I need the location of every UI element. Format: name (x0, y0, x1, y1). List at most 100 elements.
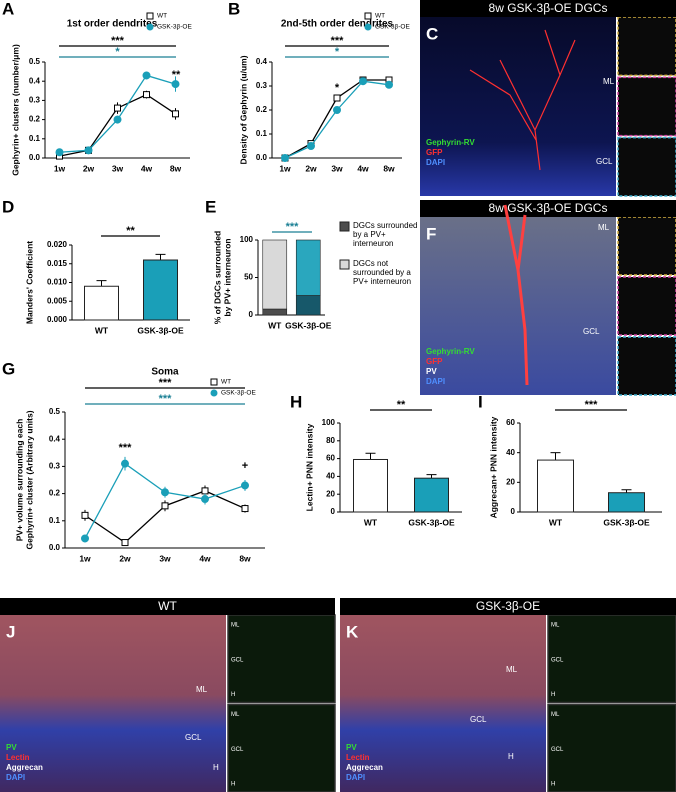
y-tick-label: 80 (326, 436, 335, 445)
image-inset (617, 336, 676, 396)
point (81, 534, 89, 543)
y-tick-label: 0.010 (47, 278, 68, 287)
point (241, 481, 249, 490)
region-label: ML (196, 685, 208, 694)
bar-segment (262, 308, 288, 316)
image-main (0, 615, 226, 792)
significance-label: *** (159, 393, 173, 405)
legend-marker (146, 23, 154, 31)
image-main (420, 17, 616, 196)
inset-region-label: ML (231, 712, 240, 718)
channel-label: Gephyrin-RV (426, 138, 475, 147)
x-tick-label: GSK-3β-OE (285, 320, 332, 330)
point (143, 91, 150, 99)
legend-label: GSK-3β-OE (375, 24, 410, 31)
legend-box: DGCs not surrounded by a PV+ interneuron (353, 259, 412, 286)
legend-swatch (339, 221, 350, 232)
channel-label: Lectin (346, 753, 370, 762)
y-tick-label: 0.0 (29, 153, 41, 162)
x-tick-label: 8w (239, 553, 251, 563)
legend-label: GSK-3β-OE (221, 390, 256, 397)
chart-title: 2nd-5th order dendrites (281, 19, 394, 30)
x-tick-label: WT (95, 325, 109, 335)
image-inset (547, 614, 676, 704)
bar-segment (262, 239, 288, 310)
point (359, 77, 367, 86)
x-tick-label: GSK-3β-OE (408, 517, 455, 527)
y-tick-label: 0 (511, 507, 516, 516)
inset-region-label: ML (231, 623, 240, 629)
region-label: GCL (185, 733, 202, 742)
panel-letter: F (426, 224, 436, 243)
y-tick-label: 0.3 (256, 81, 268, 90)
y-tick-label: 20 (326, 489, 335, 498)
point (172, 110, 179, 118)
channel-label: GFP (426, 357, 443, 366)
channel-label: DAPI (426, 377, 445, 386)
image-inset (227, 614, 336, 704)
point (201, 487, 209, 495)
inset-region-label: ML (551, 712, 560, 718)
point (161, 502, 169, 510)
chart-title: Soma (151, 367, 179, 378)
channel-label: PV (346, 743, 357, 752)
point (171, 80, 180, 89)
point (201, 495, 209, 504)
image-main (420, 217, 616, 395)
point (121, 459, 129, 468)
bar (143, 259, 178, 321)
x-tick-label: GSK-3β-OE (137, 325, 184, 335)
y-tick-label: 100 (240, 235, 254, 244)
x-tick-label: 3w (331, 163, 343, 173)
panel-letter: B (228, 0, 240, 18)
title-bar (340, 598, 676, 615)
inset-region-label: ML (551, 623, 560, 629)
x-tick-label: WT (549, 517, 563, 527)
image-inset (617, 136, 676, 197)
title-bar (420, 0, 676, 17)
point (81, 511, 89, 519)
x-tick-label: 2w (305, 163, 317, 173)
bar (353, 458, 388, 513)
significance-label: ** (126, 225, 135, 237)
bar-segment (295, 239, 321, 296)
legend-label: DGCs surrounded by a PV+ interneuron (353, 221, 418, 248)
panel-letter: A (2, 0, 14, 18)
bar (414, 477, 449, 513)
y-axis-label: Density of Gephyrin (u/um) (238, 55, 248, 164)
bar (537, 459, 574, 513)
significance-label: + (242, 460, 248, 472)
y-tick-label: 0.3 (49, 462, 61, 471)
bar-segment (295, 295, 321, 316)
y-tick-label: 0.3 (29, 96, 41, 105)
image-title: 8w GSK-3β-OE DGCs (489, 1, 608, 15)
x-tick-label: 3w (112, 163, 124, 173)
panel-letter: K (346, 622, 359, 641)
legend-label: GSK-3β-OE (157, 24, 192, 31)
y-tick-label: 0.1 (29, 134, 41, 143)
point (121, 539, 129, 547)
y-tick-label: 50 (244, 273, 253, 282)
image-inset (547, 703, 676, 792)
point (84, 146, 93, 155)
point (281, 154, 289, 162)
image-inset (617, 76, 676, 137)
y-tick-label: 0.1 (49, 516, 61, 525)
x-tick-label: 8w (170, 163, 182, 173)
panel-letter: G (2, 359, 15, 378)
significance-label: *** (111, 35, 125, 47)
panel-letter: I (478, 392, 483, 411)
legend-label: DGCs not surrounded by a PV+ interneuron (353, 259, 412, 286)
x-tick-label: 3w (159, 553, 171, 563)
image-main (340, 615, 546, 792)
region-label: ML (603, 77, 615, 86)
channel-label: GFP (426, 148, 443, 157)
y-tick-label: 0.2 (49, 489, 61, 498)
y-tick-label: 0.4 (29, 76, 41, 85)
image-inset (617, 16, 676, 77)
inset-region-label: H (551, 782, 555, 788)
y-axis-label: Aggrecan+ PNN intensity (488, 416, 498, 518)
significance-label: * (115, 46, 120, 58)
series-line (84, 490, 246, 544)
